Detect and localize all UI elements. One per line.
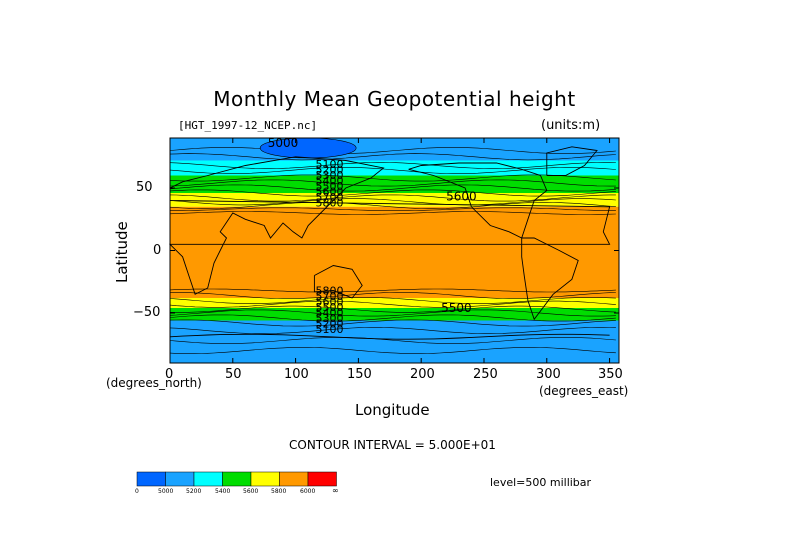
coastline-1 <box>313 265 363 299</box>
contour-interval-text: CONTOUR INTERVAL = 5.000E+01 <box>289 438 496 452</box>
y-tick-0: 0 <box>153 243 162 258</box>
contour-line-5 <box>169 179 616 187</box>
contour-line-4 <box>169 174 616 182</box>
units-label: (units:m) <box>541 118 601 133</box>
contour-line-8 <box>169 194 616 202</box>
lat-band-5 <box>170 215 619 288</box>
colorbar-label-5600: 5600 <box>243 488 259 495</box>
stack-label-south-5: 5300 <box>316 312 344 325</box>
lat-band-9 <box>170 320 619 363</box>
contour-line-21 <box>169 327 616 334</box>
x-tick-250: 250 <box>473 367 498 382</box>
lat-band-1 <box>170 160 619 176</box>
contour-line-9 <box>169 198 616 206</box>
colorbar-label-5400: 5400 <box>215 488 231 495</box>
stack-label-north-3: 5400 <box>316 175 344 188</box>
colorbar-swatch-6 <box>307 471 337 487</box>
x-tick-100: 100 <box>284 367 309 382</box>
coastline-4 <box>546 146 598 176</box>
colorbar-swatch-4 <box>250 471 280 487</box>
x-unit-label: (degrees_east) <box>539 384 629 398</box>
contour-line-23 <box>169 347 616 354</box>
contour-line-14 <box>170 292 616 299</box>
contour-line-3 <box>169 167 616 174</box>
colorbar-swatch-2 <box>193 471 223 487</box>
colorbar-swatch-0 <box>136 471 166 487</box>
stack-label-south-3: 5500 <box>316 301 344 314</box>
contour-line-6 <box>169 184 616 192</box>
stack-label-south-4: 5400 <box>316 306 344 319</box>
contour-line-12 <box>169 211 616 215</box>
x-axis-label: Longitude <box>355 401 430 419</box>
x-tick-50: 50 <box>225 367 242 382</box>
contour-label-1: 5600 <box>446 190 477 204</box>
coastline-0 <box>168 156 611 295</box>
colorbar-swatch-1 <box>165 471 195 487</box>
lat-band-0 <box>170 138 619 161</box>
contour-line-10 <box>169 202 616 209</box>
contour-line-17 <box>169 305 616 313</box>
contour-line-1 <box>169 153 616 161</box>
contour-line-2 <box>169 162 616 169</box>
contour-line-15 <box>169 297 616 304</box>
x-tick-0: 0 <box>165 367 174 382</box>
contour-line-16 <box>169 300 616 308</box>
y-tick-minus50: −50 <box>133 305 161 320</box>
colorbar-label-5000: 5000 <box>158 488 174 495</box>
stack-label-south-7: 5100 <box>316 323 344 336</box>
colorbar-label-6000: 6000 <box>300 488 316 495</box>
contour-line-20 <box>169 319 616 327</box>
colorbar-label-inf: ∞ <box>332 486 339 495</box>
coastline-2 <box>408 162 548 239</box>
coastline-antarctica <box>169 333 610 340</box>
colorbar-swatch-3 <box>222 471 252 487</box>
y-tick-50: 50 <box>136 180 153 195</box>
contour-label-2: 5500 <box>441 301 472 315</box>
stack-label-north-0: 5100 <box>316 158 344 171</box>
contour-line-7 <box>169 189 616 197</box>
x-tick-150: 150 <box>347 367 372 382</box>
stack-label-north-6: 5700 <box>316 191 344 204</box>
stack-label-north-2: 5300 <box>316 169 344 182</box>
lat-band-8 <box>170 308 619 321</box>
file-label: [HGT_1997-12_NCEP.nc] <box>178 119 318 132</box>
colorbar-swatch-5 <box>279 471 309 487</box>
contour-line-0 <box>169 147 616 154</box>
x-tick-200: 200 <box>410 367 435 382</box>
contour-line-11 <box>170 207 616 211</box>
y-axis-label: Latitude <box>113 221 131 283</box>
level-text: level=500 millibar <box>490 476 592 489</box>
contour-line-19 <box>169 314 616 322</box>
contour-line-13 <box>169 288 616 293</box>
lat-band-7 <box>170 298 619 308</box>
stack-label-north-4: 5500 <box>316 180 344 193</box>
contour-label-0: 5000 <box>268 136 299 150</box>
lat-band-6 <box>170 288 619 298</box>
colorbar-label-5200: 5200 <box>186 488 202 495</box>
contour-line-18 <box>169 309 616 317</box>
stack-label-south-1: 5700 <box>316 290 344 303</box>
colorbar-label-5800: 5800 <box>271 488 287 495</box>
contour-line-22 <box>169 337 616 344</box>
coastline-3 <box>521 237 579 321</box>
x-tick-350: 350 <box>598 367 623 382</box>
lat-band-4 <box>170 206 619 216</box>
x-tick-300: 300 <box>536 367 561 382</box>
stack-label-south-6: 5200 <box>316 317 344 330</box>
colorbar-label-0: 0 <box>135 488 139 495</box>
stack-label-north-1: 5200 <box>316 164 344 177</box>
y-unit-label: (degrees_north) <box>106 376 202 390</box>
stack-label-north-5: 5600 <box>316 186 344 199</box>
stack-label-south-2: 5600 <box>316 295 344 308</box>
chart-title: Monthly Mean Geopotential height <box>213 87 576 111</box>
